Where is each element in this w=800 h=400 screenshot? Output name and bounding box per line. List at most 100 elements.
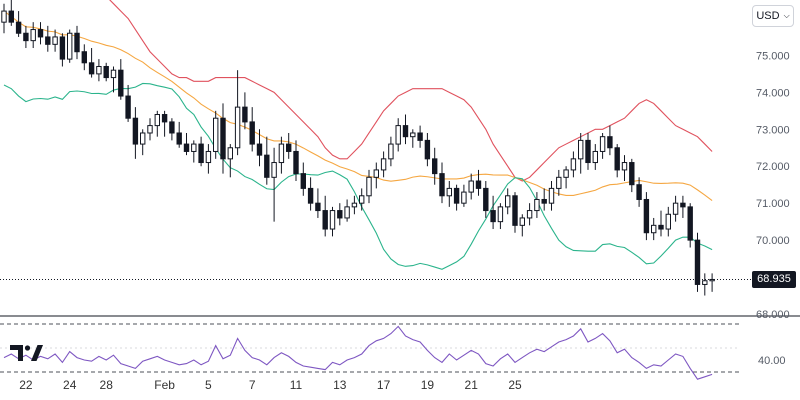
candle [439, 162, 445, 204]
candle-body [293, 150, 299, 175]
candle [278, 136, 285, 174]
candle-body [380, 158, 387, 171]
time-tick-label: 19 [421, 378, 435, 392]
candle-body [88, 62, 95, 75]
time-tick-label: 17 [377, 378, 391, 392]
candle [96, 59, 102, 82]
candle [468, 173, 474, 200]
candle-body [490, 210, 496, 223]
candle-body [67, 32, 73, 60]
candle-body [665, 213, 671, 230]
candle-body [140, 132, 146, 145]
candle [198, 136, 204, 167]
candle [154, 110, 161, 137]
time-tick-label: Feb [154, 378, 175, 392]
candle-body [483, 187, 489, 212]
candle-body [388, 143, 394, 160]
price-tick-label: 72.000 [756, 161, 790, 173]
candle-body [359, 195, 365, 204]
candle-body [563, 169, 569, 178]
candle [322, 195, 328, 237]
candle [45, 25, 51, 52]
candle [169, 118, 175, 141]
candle-body [570, 158, 577, 171]
candle-body [154, 114, 161, 127]
candle [687, 203, 693, 248]
candle [293, 140, 299, 182]
time-tick-label: 7 [249, 378, 256, 392]
bollinger-middle-line [3, 10, 713, 201]
candle [81, 44, 87, 71]
candle-body [315, 202, 321, 212]
candle [118, 59, 124, 100]
candle [359, 188, 365, 211]
time-tick-label: 13 [333, 378, 347, 392]
candle-body [453, 187, 460, 204]
candle [424, 132, 431, 167]
candle-body [256, 143, 263, 156]
candle-body [658, 224, 664, 230]
candle-body [74, 32, 80, 53]
candle-body [242, 106, 248, 123]
candle-body [213, 117, 219, 152]
time-axis[interactable]: 22 24 28 Feb 5 7 11 13 17 19 21 25 [19, 378, 522, 392]
chevron-down-icon: ⌵ [783, 11, 790, 20]
candle-body [541, 198, 547, 204]
candle [220, 103, 226, 174]
candle [534, 192, 540, 218]
candle-body [110, 69, 117, 79]
candle [23, 25, 29, 49]
tradingview-logo-icon[interactable] [10, 343, 46, 363]
candle [599, 132, 606, 159]
candle-body [8, 10, 15, 23]
candle-body [176, 132, 182, 145]
candle-body [191, 143, 197, 152]
candle-body [351, 202, 358, 208]
candle-body [519, 217, 525, 226]
candle [315, 188, 321, 218]
candle [300, 162, 307, 196]
candle-body [373, 169, 380, 178]
candle [140, 129, 146, 156]
candle [213, 110, 219, 159]
candle-body [271, 162, 277, 178]
candle-body [694, 239, 701, 285]
candle-body [417, 132, 423, 141]
candle [329, 206, 336, 237]
candle [702, 273, 708, 296]
price-tick-label: 75.000 [756, 50, 790, 62]
candle-body [161, 114, 168, 123]
candle [52, 29, 58, 52]
time-tick-label: 22 [19, 378, 33, 392]
candle-body [556, 176, 562, 189]
candle-body [475, 180, 482, 189]
candle [490, 195, 496, 230]
time-tick-label: 5 [205, 378, 212, 392]
candle-body [264, 154, 270, 178]
candle [125, 84, 131, 122]
candle [709, 273, 715, 292]
currency-selector-button[interactable]: USD ⌵ [752, 5, 794, 27]
candle-body [585, 139, 591, 164]
candle [629, 158, 635, 193]
candle [1, 3, 7, 34]
candle-body [103, 65, 109, 79]
price-axis[interactable]: 75.000 74.000 73.000 72.000 71.000 70.000 68.0… [756, 50, 790, 367]
candle-body [599, 136, 606, 152]
candle [15, 11, 22, 37]
candle-body [96, 65, 102, 75]
candle [132, 107, 139, 159]
candle [176, 121, 182, 148]
candle-body [651, 224, 657, 234]
price-tick-label: 73.000 [756, 124, 790, 136]
candle [161, 110, 168, 137]
candle-body [614, 147, 620, 171]
candle-body [52, 36, 58, 45]
candle [395, 118, 401, 152]
candle-body [169, 121, 175, 134]
candle-body [300, 173, 307, 189]
candle-body [643, 198, 650, 234]
candle-body [227, 147, 234, 160]
candle [475, 169, 482, 196]
